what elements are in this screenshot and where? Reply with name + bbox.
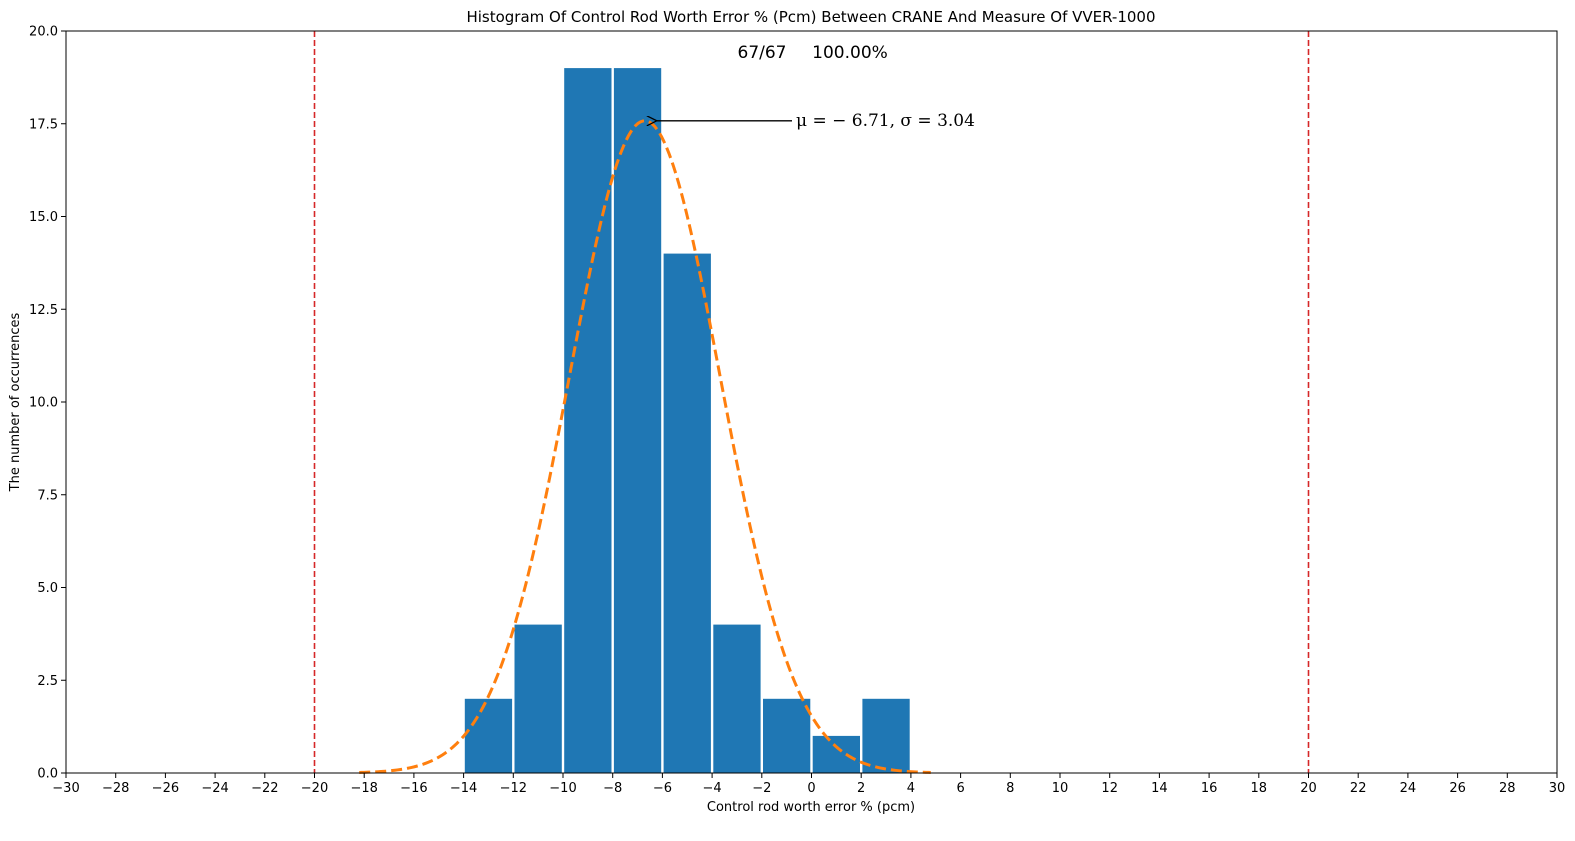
histogram-bar-1 [514,624,562,773]
x-tick-label-12: −6 [653,781,672,796]
x-tick-label-28: 26 [1449,781,1466,796]
histogram-bar-8 [862,698,910,773]
x-tick-label-13: −4 [703,781,722,796]
x-tick-label-10: −10 [549,781,576,796]
plot-frame [65,30,1558,774]
histogram-bar-5 [713,624,761,773]
x-tick-label-30: 30 [1549,781,1566,796]
histogram-bar-2 [564,68,612,774]
y-axis-title: The number of occurrences [8,312,23,492]
x-tick-label-17: 4 [907,781,915,796]
x-tick-label-22: 14 [1151,781,1168,796]
x-tick-label-18: 6 [956,781,964,796]
percent-label: 100.00% [812,43,888,63]
y-tick-label-0: 0.0 [37,767,58,782]
stats-label: μ = − 6.71, σ = 3.04 [796,111,975,131]
x-tick-label-3: −24 [201,781,228,796]
x-tick-label-25: 20 [1300,781,1317,796]
x-tick-label-4: −22 [251,781,278,796]
x-axis-ticks: −30 −28 −26 −24 −22 −20 −18 −16 −14 −12 −10 −8 −6 −4−… [52,773,1565,796]
x-tick-label-2: −26 [152,781,179,796]
bars-layer [464,68,910,774]
x-tick-label-29: 28 [1499,781,1516,796]
x-tick-label-15: 0 [807,781,815,796]
x-tick-label-7: −16 [400,781,427,796]
x-tick-label-16: 2 [857,781,865,796]
fit-curve-layer [359,119,931,774]
y-tick-label-6: 15.0 [29,210,58,225]
y-axis-ticks: 0.0 2.5 5.0 7.5 10.0 12.5 15.0 17.5 20.0 [29,25,66,782]
x-tick-label-24: 18 [1251,781,1268,796]
x-tick-label-23: 16 [1201,781,1218,796]
y-tick-label-3: 7.5 [37,488,58,503]
histogram-bar-3 [613,68,662,774]
x-tick-label-20: 10 [1052,781,1069,796]
x-tick-label-1: −28 [102,781,129,796]
x-tick-label-5: −20 [301,781,328,796]
x-tick-label-8: −14 [450,781,477,796]
x-tick-label-0: −30 [52,781,79,796]
chart-title: Histogram Of Control Rod Worth Error % (… [466,8,1155,26]
normal-fit-curve [359,119,931,774]
x-tick-label-14: −2 [752,781,771,796]
histogram-bar-0 [464,698,513,773]
x-tick-label-19: 8 [1006,781,1014,796]
histogram-bar-4 [663,253,711,774]
limit-lines-layer [313,31,1310,773]
y-tick-label-1: 2.5 [37,674,58,689]
x-tick-label-26: 22 [1350,781,1367,796]
y-tick-label-2: 5.0 [37,581,58,596]
y-tick-label-7: 17.5 [29,117,58,132]
x-axis-title: Control rod worth error % (pcm) [707,800,915,815]
x-tick-label-11: −8 [603,781,622,796]
x-tick-label-9: −12 [500,781,527,796]
histogram-bar-6 [763,698,811,773]
y-tick-label-4: 10.0 [29,396,58,411]
x-tick-label-6: −18 [350,781,377,796]
y-tick-label-5: 12.5 [29,303,58,318]
count-label: 67/67 [738,43,787,63]
x-tick-label-27: 24 [1400,781,1417,796]
histogram-bar-7 [812,735,860,773]
x-tick-label-21: 12 [1101,781,1118,796]
y-tick-label-8: 20.0 [29,25,58,40]
